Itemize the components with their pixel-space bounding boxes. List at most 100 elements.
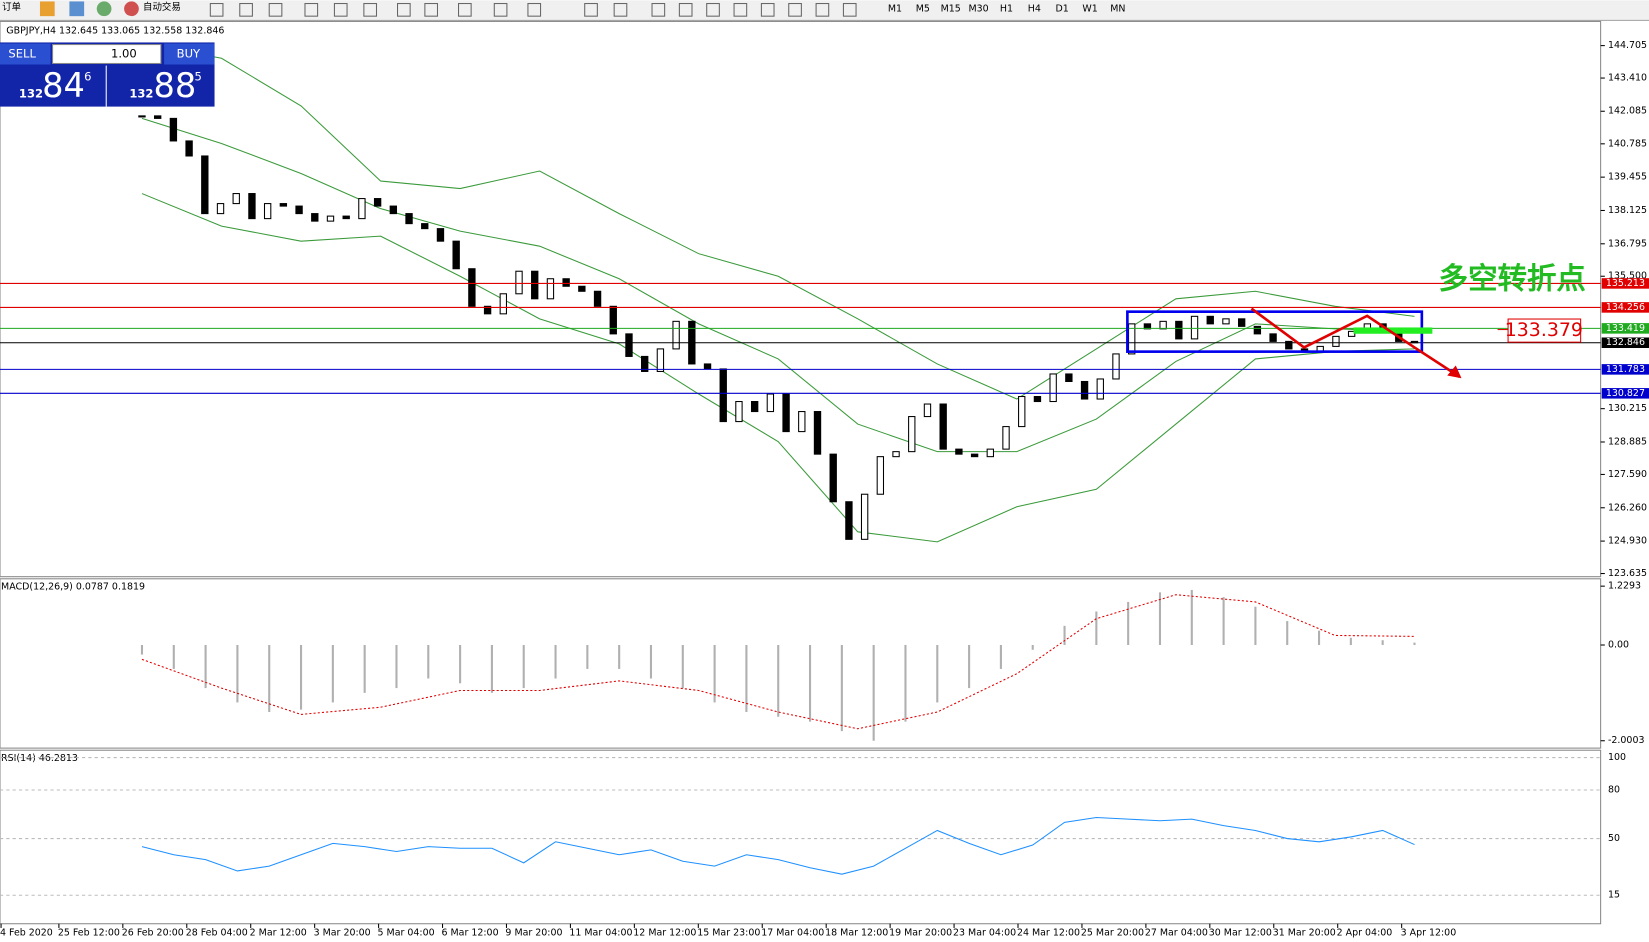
candle [1033,395,1042,403]
candle [436,228,445,242]
y-tick-label: 130.215 [1608,403,1647,414]
toolbar-icon[interactable] [760,3,775,17]
toolbar-icon[interactable] [209,3,224,17]
bollinger-lower [141,193,1415,543]
candle [798,411,806,433]
timeframe-button[interactable]: M30 [968,3,988,14]
y-tick-label: 135.500 [1608,271,1647,282]
candle [295,205,303,215]
icon[interactable] [96,1,112,17]
candle [483,305,492,315]
bid-main[interactable]: 84 [42,66,85,105]
toolbar-icon[interactable] [493,3,508,17]
toolbar-icon[interactable] [268,3,283,17]
candle [531,270,539,300]
x-tick-label: 3 Mar 20:00 [314,928,371,939]
candle [766,393,775,413]
level-tag [1601,388,1649,399]
candle [373,198,382,207]
toolbar-icon[interactable] [678,3,693,17]
level-tag [1601,302,1649,313]
candle [939,403,947,450]
toolbar [0,0,1649,21]
toolbar-icon[interactable] [239,3,253,17]
candle [625,333,633,357]
auto-trading-button[interactable]: 自动交易 [143,1,181,13]
bid-sup[interactable]: 6 [84,70,91,84]
sell-label[interactable]: SELL [8,47,36,61]
ask-main[interactable]: 88 [154,66,197,105]
level-tag [1601,364,1649,375]
ask-sup[interactable]: 5 [195,70,202,84]
ask-big[interactable]: 132 [129,86,153,100]
candle [421,223,429,230]
toolbar-icon[interactable] [304,3,319,17]
candle [468,268,476,307]
y-tick-label: 139.455 [1608,172,1647,183]
toolbar-icon[interactable] [706,3,720,17]
toolbar-icon[interactable] [424,3,439,17]
bid-big[interactable]: 132 [19,86,43,100]
timeframe-button[interactable]: H4 [1028,3,1041,14]
rsi-tick-label: 100 [1608,752,1626,763]
rsi-tick-label: 80 [1608,784,1620,795]
x-tick-label: 25 Feb 12:00 [58,928,120,939]
candle [1285,340,1293,350]
candle [609,305,617,335]
timeframe-button[interactable]: M1 [888,3,902,14]
toolbar-icon[interactable] [842,3,857,17]
timeframe-button[interactable]: M15 [941,3,961,14]
buy-label[interactable]: BUY [177,47,201,61]
macd-panel [0,578,1602,749]
timeframe-button[interactable]: W1 [1082,3,1097,14]
candle [358,198,366,220]
candle [248,193,256,220]
x-tick-label: 17 Mar 04:00 [761,928,824,939]
toolbar-icon[interactable] [815,3,830,17]
toolbar-icon[interactable] [584,3,598,17]
toolbar-icon[interactable] [527,3,542,17]
candle [735,401,743,423]
toolbar-icon[interactable] [333,3,348,17]
rsi-panel [0,749,1602,925]
buy-button[interactable] [164,43,215,65]
y-tick-label: 140.785 [1608,138,1647,149]
marker-box [1507,318,1582,343]
timeframe-button[interactable]: M5 [916,3,930,14]
candle [515,270,523,295]
sell-button[interactable] [0,43,51,65]
timeframe-button[interactable]: D1 [1056,3,1069,14]
x-tick-label: 23 Mar 04:00 [953,928,1016,939]
bollinger-middle [141,117,1415,453]
candle [1175,320,1183,340]
toolbar-icon[interactable] [733,3,748,17]
y-tick-label: 128.885 [1608,436,1647,447]
x-tick-label: 30 Mar 12:00 [1209,928,1272,939]
main-chart [0,20,1602,578]
icon[interactable] [69,1,85,17]
lot-value[interactable]: 1.00 [111,47,137,61]
candle [185,140,193,157]
lot-input[interactable] [52,44,162,65]
toolbar-icon[interactable] [651,3,666,17]
candle [986,448,994,458]
toolbar-icon[interactable] [397,3,411,17]
candle [1237,318,1246,327]
toolbar-icon[interactable] [457,3,472,17]
toolbar-icon[interactable] [363,3,378,17]
icon[interactable] [39,1,55,17]
orders-button[interactable]: 订单 [2,1,21,13]
toolbar-icons [209,3,857,17]
candle [1190,315,1199,340]
timeframe-button[interactable]: H1 [1000,3,1013,14]
toolbar-icon[interactable] [788,3,802,17]
icon[interactable] [124,1,139,17]
toolbar-icon[interactable] [613,3,628,17]
candle [1222,318,1230,325]
x-tick-label: 28 Feb 04:00 [186,928,248,939]
timeframe-button[interactable]: MN [1110,3,1125,14]
candle [703,363,712,370]
y-tick-label: 142.085 [1608,106,1647,117]
